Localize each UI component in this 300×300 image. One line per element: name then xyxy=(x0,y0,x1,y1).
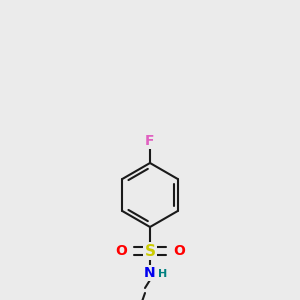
Text: S: S xyxy=(145,244,155,259)
Text: O: O xyxy=(115,244,127,258)
Text: O: O xyxy=(173,244,185,258)
Text: H: H xyxy=(158,269,168,279)
Text: F: F xyxy=(145,134,155,148)
Text: N: N xyxy=(144,266,156,280)
